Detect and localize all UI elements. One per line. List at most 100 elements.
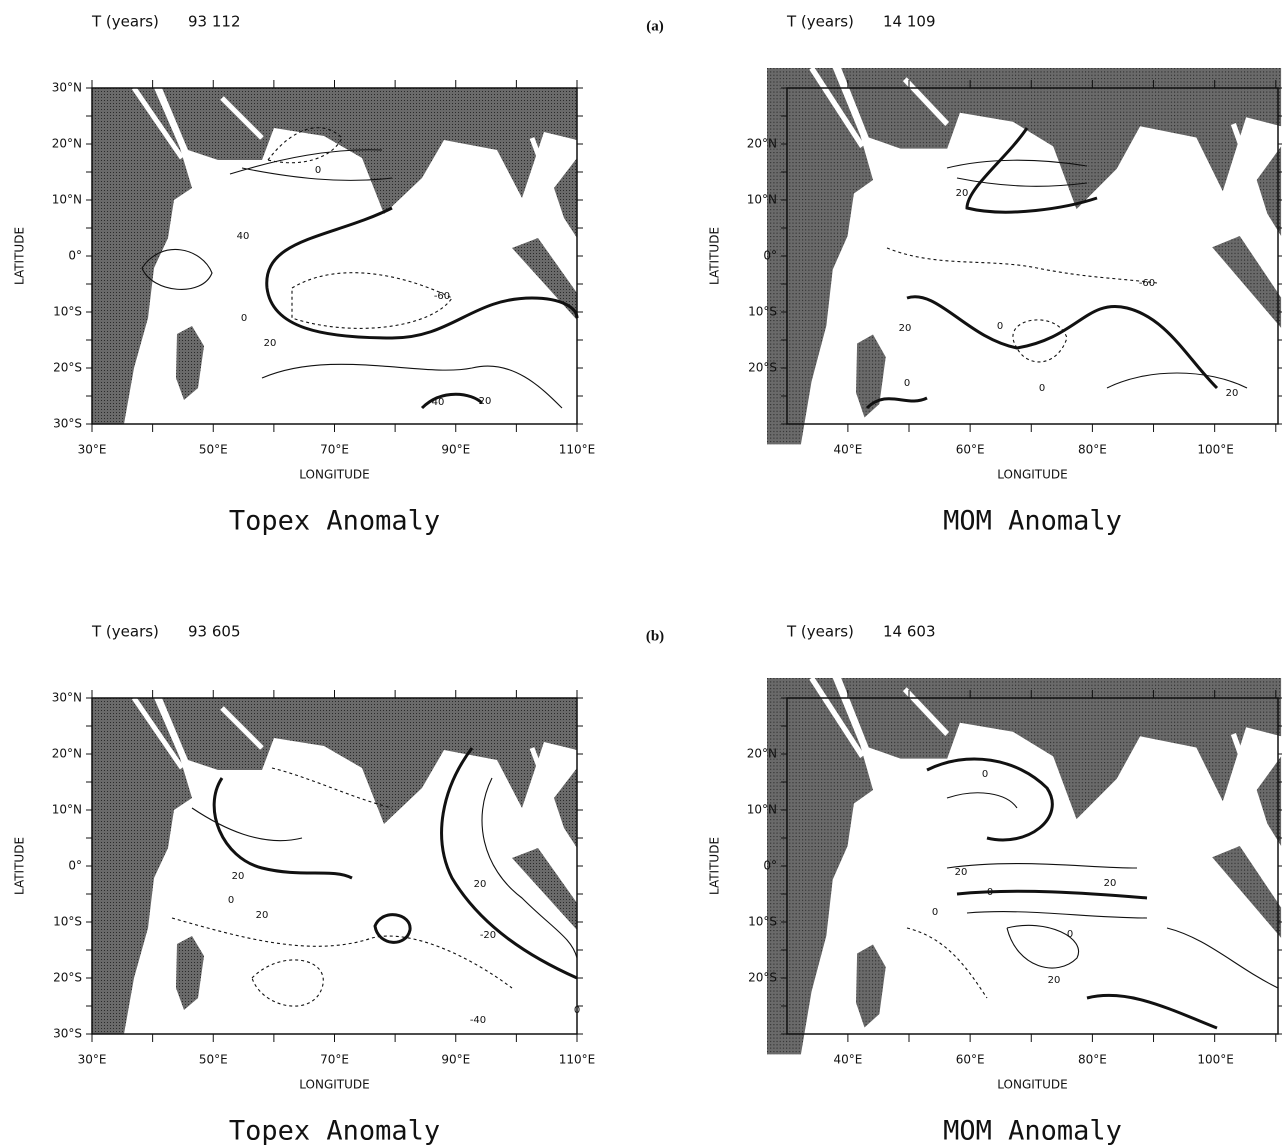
y-axis-title: LATITUDE <box>708 227 722 285</box>
land <box>162 88 577 214</box>
land <box>856 334 886 418</box>
contour-label: 0 <box>982 769 988 780</box>
y-tick-label: 10°S <box>53 915 82 929</box>
time-value: 93 605 <box>188 623 241 641</box>
contour-label: 0 <box>997 321 1003 332</box>
inland-water <box>131 86 185 160</box>
y-tick-label: 10°S <box>53 305 82 319</box>
contour-line <box>886 247 1158 284</box>
map-panel: T (years) 93 112 0 40 -60 0 20 40 20 30°E 50°E 70°E… <box>13 13 596 537</box>
x-tick-label: 110°E <box>559 443 596 457</box>
inland-water <box>1230 123 1252 170</box>
y-tick-label: 30°N <box>52 81 82 95</box>
y-tick-label: 0° <box>763 249 777 263</box>
x-tick-label: 50°E <box>199 443 228 457</box>
contour-line <box>966 911 1148 919</box>
contour-line <box>440 747 578 980</box>
contour-label: 20 <box>956 188 969 199</box>
contour-label: 0 <box>1067 929 1073 940</box>
map-area <box>92 86 577 424</box>
land-layer <box>767 676 1282 1055</box>
map-area <box>767 66 1282 445</box>
land <box>512 848 577 930</box>
y-tick-label: 20°N <box>52 137 82 151</box>
contour-line <box>965 127 1098 214</box>
land <box>176 326 204 400</box>
inland-water <box>220 706 264 750</box>
x-axis-title: LONGITUDE <box>299 468 369 482</box>
contour-line <box>267 127 343 164</box>
contour-line <box>420 392 484 410</box>
contour-line <box>956 889 1148 900</box>
time-value: 14 109 <box>883 13 936 31</box>
land-layer <box>767 66 1282 445</box>
x-axis-title: LONGITUDE <box>299 1078 369 1092</box>
map-panel: T (years) 14 603 0 20 0 20 0 0 20 40°E 60°E 80°E 100… <box>708 623 1282 1147</box>
contour-label: 20 <box>474 879 487 890</box>
land <box>512 238 577 320</box>
inland-water <box>809 676 865 758</box>
contour-line <box>906 295 1219 390</box>
contour-line <box>171 917 513 989</box>
caption: MOM Anomaly <box>943 1116 1122 1147</box>
contour-label: 40 <box>237 231 250 242</box>
land <box>554 768 577 848</box>
contour-label: 20 <box>1226 388 1239 399</box>
x-tick-label: 30°E <box>78 443 107 457</box>
contour-label: -40 <box>470 1015 486 1026</box>
contour-line <box>946 792 1018 809</box>
contour-line <box>141 248 213 290</box>
contour-line <box>946 159 1088 169</box>
y-tick-label: 20°S <box>53 971 82 985</box>
land <box>856 944 886 1028</box>
contour-label: 20 <box>899 323 912 334</box>
y-tick-label: 20°N <box>747 747 777 761</box>
contour-label: 20 <box>1104 878 1117 889</box>
contour-label: 0 <box>904 378 910 389</box>
land <box>92 88 192 424</box>
land <box>176 936 204 1010</box>
caption: MOM Anomaly <box>943 506 1122 537</box>
contour-line <box>241 167 393 181</box>
inland-water <box>1230 733 1252 780</box>
land <box>767 678 873 1055</box>
x-tick-label: 40°E <box>833 443 862 457</box>
land <box>767 68 873 445</box>
contour-label: 0 <box>228 895 234 906</box>
y-tick-label: 10°S <box>748 305 777 319</box>
x-tick-label: 90°E <box>441 443 470 457</box>
y-tick-label: 10°S <box>748 915 777 929</box>
y-tick-label: 10°N <box>747 192 777 206</box>
y-tick-label: 0° <box>68 249 82 263</box>
map-panel: T (years) 14 109 20 20 0 -60 0 0 20 40°E 60°E 80°E 1… <box>708 13 1282 537</box>
x-axis-title: LONGITUDE <box>997 468 1067 482</box>
contour-line <box>946 863 1138 869</box>
y-tick-label: 30°S <box>53 1027 82 1041</box>
inland-water <box>131 696 185 770</box>
y-axis-title: LATITUDE <box>13 837 27 895</box>
y-axis-title: LATITUDE <box>708 837 722 895</box>
contour-line <box>271 767 393 809</box>
x-tick-label: 30°E <box>78 1053 107 1067</box>
y-tick-label: 10°N <box>747 802 777 816</box>
land <box>841 678 1282 820</box>
figure-label: (a) <box>646 18 664 34</box>
inland-water <box>902 687 950 736</box>
y-tick-label: 10°N <box>52 803 82 817</box>
contour-line <box>906 927 988 999</box>
contour-line <box>865 396 928 410</box>
x-tick-label: 40°E <box>833 1053 862 1067</box>
y-tick-label: 20°N <box>52 747 82 761</box>
y-tick-label: 20°N <box>747 137 777 151</box>
x-tick-label: 80°E <box>1078 443 1107 457</box>
y-tick-label: 0° <box>68 859 82 873</box>
inland-water <box>529 747 550 789</box>
y-tick-label: 20°S <box>748 970 777 984</box>
y-tick-label: 20°S <box>53 361 82 375</box>
contour-line <box>212 777 353 880</box>
map-area <box>92 696 577 1034</box>
contour-label: 20 <box>256 910 269 921</box>
y-tick-label: 30°S <box>53 417 82 431</box>
contour-label: 0 <box>315 165 321 176</box>
